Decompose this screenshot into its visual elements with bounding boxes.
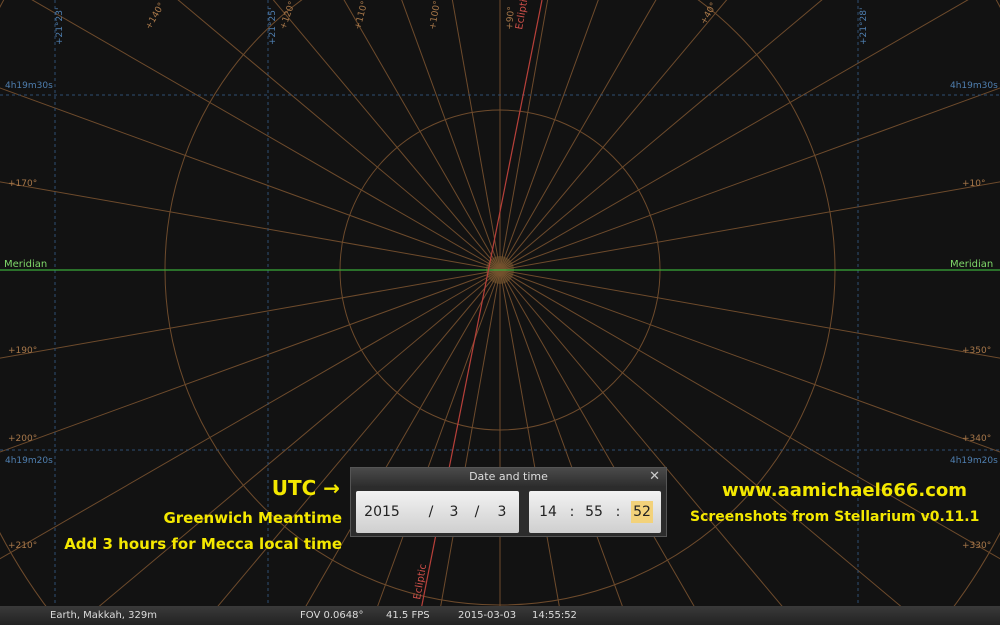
azimuth-label: +170° <box>8 179 37 189</box>
azimuth-line <box>76 269 501 625</box>
azimuth-label: +110° <box>353 0 370 31</box>
azimuth-line <box>0 269 501 359</box>
date: 2015-03-03 <box>458 610 517 621</box>
azimuth-label: +190° <box>8 346 37 356</box>
website: www.aamichael666.com <box>722 480 968 501</box>
azimuth-line <box>499 0 728 271</box>
date-spinner: 2015 / 3 / 3 <box>356 491 519 533</box>
azimuth-line <box>499 269 564 625</box>
dec-label: +21°28' <box>859 8 869 45</box>
meridian-label: Meridian <box>950 259 993 270</box>
azimuth-label: +330° <box>962 541 991 551</box>
ecliptic-label: Ecliptic <box>514 0 531 31</box>
azimuth-line <box>499 0 657 271</box>
azimuth-line <box>499 87 1000 271</box>
azimuth-line <box>499 269 799 625</box>
azimuth-label: +350° <box>962 346 991 356</box>
azimuth-line <box>499 269 1000 359</box>
azimuth-label: +90° <box>505 6 517 30</box>
azimuth-line <box>0 87 501 271</box>
azimuth-line <box>343 0 501 271</box>
close-button[interactable]: ✕ <box>649 469 660 484</box>
azimuth-line <box>499 269 1000 453</box>
second-field[interactable]: 52 <box>631 501 653 523</box>
azimuth-line <box>499 181 1000 271</box>
azimuth-line <box>499 269 1000 560</box>
status-bar: Earth, Makkah, 329m FOV 0.0648° 41.5 FPS… <box>0 606 1000 625</box>
azimuth-line <box>294 269 501 625</box>
azimuth-line <box>0 269 501 453</box>
azimuth-line <box>499 0 599 271</box>
azimuth-line <box>451 0 501 271</box>
mecca-note: Add 3 hours for Mecca local time <box>64 535 342 553</box>
azimuth-line <box>499 269 924 625</box>
month-field[interactable]: 3 <box>449 504 459 520</box>
ra-label: 4h19m20s <box>950 456 998 466</box>
ra-label: 4h19m30s <box>5 81 53 91</box>
separator: / <box>428 504 434 520</box>
azimuth-line <box>177 0 501 271</box>
azimuth-line <box>499 269 630 625</box>
equatorial-grid <box>0 0 1000 606</box>
azimuth-label: +340° <box>962 434 991 444</box>
separator: : <box>615 504 621 520</box>
year-field[interactable]: 2015 <box>364 504 400 520</box>
azimuth-line <box>370 269 501 625</box>
azimuth-label: +140° <box>144 1 167 31</box>
dec-label: +21°25' <box>268 8 278 45</box>
fov: FOV 0.0648° <box>300 610 364 621</box>
location: Earth, Makkah, 329m <box>50 610 157 621</box>
azimuth-line <box>499 0 549 271</box>
day-field[interactable]: 3 <box>497 504 507 520</box>
utc-note: UTC → <box>271 476 340 500</box>
minute-field[interactable]: 55 <box>585 504 603 520</box>
azimuth-label: +10° <box>962 179 986 189</box>
separator: : <box>569 504 575 520</box>
azimuth-line <box>499 269 706 625</box>
credit: Screenshots from Stellarium v0.11.1 <box>690 509 980 525</box>
dec-label: +21°23' <box>55 8 65 45</box>
meridian-label: Meridian <box>4 259 47 270</box>
gmt-note: Greenwich Meantime <box>163 509 342 527</box>
azimuth-line <box>436 269 501 625</box>
ra-label: 4h19m30s <box>950 81 998 91</box>
azimuth-label: +200° <box>8 434 37 444</box>
azimuth-line <box>401 0 501 271</box>
azimuth-line <box>0 269 501 560</box>
ra-label: 4h19m20s <box>5 456 53 466</box>
azimuth-label: +100° <box>428 0 443 31</box>
azimuth-line <box>31 0 501 271</box>
dialog-title: Date and time <box>351 468 666 486</box>
azimuth-line <box>272 0 501 271</box>
azimuth-line <box>499 0 969 271</box>
separator: / <box>474 504 480 520</box>
fps: 41.5 FPS <box>386 610 430 621</box>
azimuth-line <box>499 0 823 271</box>
azimuth-label: +210° <box>8 541 37 551</box>
time: 14:55:52 <box>532 610 577 621</box>
azimuth-line <box>0 181 501 271</box>
date-time-dialog: Date and time ✕ 2015 / 3 / 3 14 : 55 : 5… <box>350 467 667 537</box>
hour-field[interactable]: 14 <box>539 504 557 520</box>
time-spinner: 14 : 55 : 52 <box>529 491 661 533</box>
